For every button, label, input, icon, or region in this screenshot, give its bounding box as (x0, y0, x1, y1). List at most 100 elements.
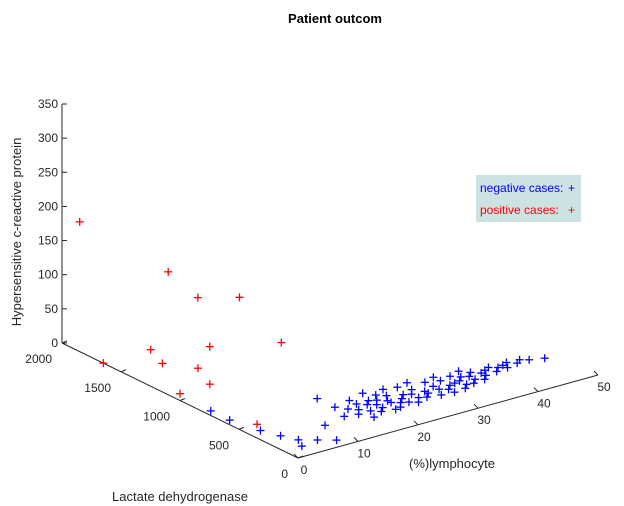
z-tick-label: 350 (38, 97, 58, 111)
negative-case-marker (484, 363, 493, 372)
y-tick-label: 2000 (25, 352, 52, 366)
z-axis-label: Hypersensitive c-reactive protein (9, 138, 24, 327)
x-axis-label: (%)lymphocyte (409, 456, 495, 471)
positive-case-marker (235, 293, 244, 302)
legend: negative cases: + positive cases: + (476, 175, 581, 222)
negative-case-marker (354, 410, 363, 419)
x-axis-line (297, 374, 599, 459)
negative-case-marker (424, 389, 433, 398)
ticks: 0102030405005001000150020000501001502002… (25, 97, 611, 481)
negative-case-marker (391, 405, 400, 414)
negative-case-marker (206, 406, 215, 415)
negative-case-marker (340, 412, 349, 421)
negative-case-marker (420, 387, 429, 396)
negative-case-marker (454, 367, 463, 376)
y-tick-mark (120, 369, 127, 373)
positive-case-marker (99, 359, 108, 368)
negative-case-marker (407, 390, 416, 399)
negative-case-marker (422, 393, 431, 402)
negative-case-marker (480, 375, 489, 384)
negative-case-marker (435, 385, 444, 394)
negative-case-marker (481, 371, 490, 380)
negative-case-marker (387, 398, 396, 407)
chart-title: Patient outcom (288, 11, 382, 26)
x-tick-mark (293, 453, 299, 459)
y-tick-label: 1000 (143, 410, 170, 424)
negative-case-marker (396, 403, 405, 412)
negative-case-marker (370, 413, 379, 422)
positive-case-marker (194, 364, 202, 373)
z-tick-label: 50 (45, 302, 59, 316)
x-tick-label: 0 (301, 463, 308, 477)
negative-case-marker (320, 421, 329, 430)
negative-case-marker (525, 355, 534, 364)
y-tick-mark (238, 426, 245, 430)
x-tick-mark (593, 370, 599, 376)
negative-case-marker (363, 400, 372, 409)
negative-case-marker (515, 355, 524, 364)
x-tick-mark (533, 387, 539, 392)
positive-case-marker (158, 359, 167, 368)
negative-case-marker (461, 384, 470, 393)
negative-case-marker (377, 407, 386, 416)
positive-case-marker (176, 389, 184, 398)
negative-case-marker (330, 403, 339, 412)
negative-case-marker (450, 388, 459, 397)
positive-case-marker (253, 420, 261, 429)
negative-case-marker (313, 435, 322, 444)
negative-case-marker (352, 399, 361, 408)
negative-case-marker (450, 379, 459, 388)
negative-case-marker (343, 405, 352, 414)
negative-case-marker (399, 390, 408, 399)
negative-case-marker (437, 390, 446, 399)
z-tick-label: 100 (38, 268, 58, 282)
axes (61, 104, 599, 459)
z-tick-label: 300 (38, 131, 58, 145)
x-tick-mark (353, 437, 359, 442)
negative-case-marker (465, 372, 474, 381)
z-tick-label: 150 (38, 234, 58, 248)
negative-case-marker (297, 442, 306, 451)
negative-case-marker (469, 379, 478, 388)
positive-case-marker (277, 338, 286, 347)
negative-case-marker (493, 363, 502, 372)
negative-case-marker (313, 394, 322, 403)
x-tick-label: 40 (537, 397, 551, 411)
y-tick-label: 500 (209, 438, 229, 452)
y-tick-label: 1500 (84, 381, 111, 395)
negative-case-marker (364, 396, 373, 405)
negative-case-marker (379, 385, 387, 394)
positive-case-marker (164, 267, 173, 276)
data-points (75, 217, 549, 451)
x-tick-label: 20 (417, 430, 431, 444)
negative-case-marker (256, 426, 265, 435)
z-tick-label: 200 (38, 199, 58, 213)
negative-case-marker (414, 398, 423, 407)
legend-marker-negative: + (568, 181, 575, 195)
negative-case-marker (429, 382, 438, 391)
negative-case-marker (294, 435, 303, 444)
negative-case-marker (503, 363, 512, 372)
negative-case-marker (225, 416, 234, 425)
negative-case-marker (371, 391, 380, 400)
negative-case-marker (502, 358, 511, 367)
negative-case-marker (403, 378, 411, 387)
x-tick-mark (413, 420, 419, 426)
x-tick-mark (473, 403, 479, 409)
negative-case-marker (492, 367, 501, 376)
negative-case-marker (471, 375, 480, 384)
negative-case-marker (420, 378, 429, 387)
legend-box (476, 175, 581, 222)
positive-case-marker (75, 217, 84, 226)
legend-entry-positive: positive cases: (480, 203, 559, 217)
negative-case-marker (366, 406, 375, 415)
y-tick-mark (179, 398, 186, 401)
z-tick-label: 0 (51, 336, 58, 350)
negative-case-marker (276, 431, 285, 440)
negative-case-marker (397, 394, 406, 403)
z-tick-label: 250 (38, 165, 58, 179)
x-tick-label: 10 (357, 446, 371, 460)
y-tick-mark (297, 455, 304, 459)
negative-case-marker (462, 380, 471, 389)
